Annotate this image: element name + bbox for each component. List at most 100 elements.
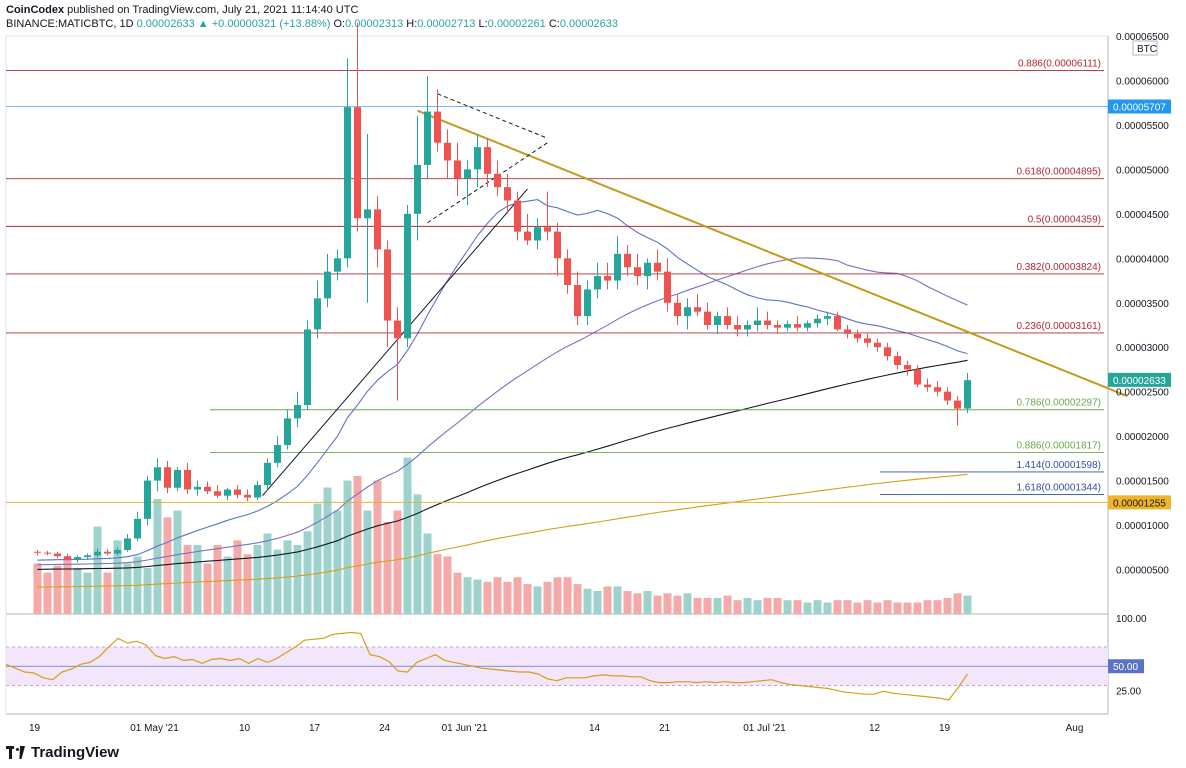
price-badge-label: 0.00001255 xyxy=(1113,498,1166,509)
candle-body xyxy=(434,111,441,143)
unit-badge xyxy=(1132,40,1158,56)
volume-bar xyxy=(953,593,962,614)
high-value: 0.00002713 xyxy=(417,18,476,30)
candle-body xyxy=(394,320,401,339)
candle-series xyxy=(34,22,971,563)
volume-bar xyxy=(213,545,222,614)
candle-body xyxy=(764,320,771,325)
ascending-trendline xyxy=(262,188,528,497)
volume-bar xyxy=(443,556,452,614)
volume-bar xyxy=(273,549,282,614)
candle-body xyxy=(774,325,781,328)
rsi-badge xyxy=(1108,659,1144,674)
volume-bar xyxy=(33,563,42,614)
price-tick-label: 0.00001000 xyxy=(1116,521,1169,532)
rsi-badge-label: 50.00 xyxy=(1113,662,1138,673)
open-value: 0.00002313 xyxy=(345,18,404,30)
candle-body xyxy=(814,318,821,324)
candle-body xyxy=(244,494,251,498)
volume-bar xyxy=(823,602,832,614)
candle-body xyxy=(174,469,181,488)
publisher-name[interactable]: CoinCodex xyxy=(6,4,65,16)
volume-bar xyxy=(763,597,772,614)
candle-body xyxy=(504,187,511,201)
candle-body xyxy=(794,324,801,328)
volume-bar xyxy=(183,545,192,614)
volume-bar xyxy=(243,554,252,614)
volume-bar xyxy=(913,602,922,614)
candle-body xyxy=(264,462,271,486)
volume-bar xyxy=(163,517,172,614)
candle-body xyxy=(94,551,101,556)
volume-bar xyxy=(413,494,422,614)
candle-body xyxy=(54,553,61,557)
candle-body xyxy=(334,258,341,272)
volume-bar xyxy=(473,579,482,614)
ma100-line xyxy=(37,359,968,570)
volume-bar xyxy=(293,545,302,614)
volume-bar xyxy=(523,584,532,614)
volume-bar xyxy=(563,577,572,614)
candle-body xyxy=(714,316,721,325)
fib-level-label: 1.618(0.00001344) xyxy=(1016,482,1101,493)
price-badge xyxy=(1108,495,1171,510)
price-change: ▲ +0.00000321 (+13.88%) xyxy=(197,18,331,30)
price-badge xyxy=(1108,99,1171,114)
volume-bar xyxy=(963,595,972,614)
volume-bar xyxy=(593,591,602,614)
candle-body xyxy=(34,551,41,553)
volume-bar xyxy=(803,602,812,614)
candle-body xyxy=(734,325,741,330)
descending-trendline xyxy=(417,109,1128,398)
volume-bar xyxy=(153,499,162,614)
candle-body xyxy=(544,227,551,232)
candle-body xyxy=(804,323,811,328)
candle-body xyxy=(164,467,171,488)
price-badge-label: 0.00002633 xyxy=(1113,376,1166,387)
candle-body xyxy=(254,485,261,498)
candle-body xyxy=(314,298,321,330)
volume-bar xyxy=(863,600,872,614)
volume-bar xyxy=(753,600,762,614)
volume-bar xyxy=(533,586,542,614)
candle-body xyxy=(924,384,931,388)
ohlc-legend: BINANCE:MATICBTC, 1D 0.00002633 ▲ +0.000… xyxy=(6,18,618,30)
candle-body xyxy=(694,307,701,312)
candle-body xyxy=(184,469,191,490)
volume-bar xyxy=(123,563,132,614)
volume-bar xyxy=(143,568,152,614)
candle-body xyxy=(124,538,131,550)
candle-body xyxy=(464,169,471,179)
volume-bar xyxy=(713,597,722,614)
volume-bar xyxy=(793,600,802,614)
candle-body xyxy=(914,369,921,385)
candle-body xyxy=(604,276,611,281)
volume-bar xyxy=(743,597,752,614)
price-tick-label: 0.00004000 xyxy=(1116,254,1169,265)
volume-bar xyxy=(623,591,632,614)
candle-body xyxy=(684,307,691,317)
volume-bar xyxy=(843,600,852,614)
candle-body xyxy=(324,271,331,299)
volume-bar xyxy=(553,577,562,614)
volume-bar xyxy=(343,480,352,614)
low-value: 0.00002261 xyxy=(487,18,546,30)
price-tick-label: 0.00002000 xyxy=(1116,432,1169,443)
fib-level-label: 0.236(0.00003161) xyxy=(1016,321,1101,332)
volume-bar xyxy=(773,597,782,614)
published-text: published on TradingView.com, July 21, 2… xyxy=(67,4,359,16)
volume-bar xyxy=(323,487,332,614)
candle-body xyxy=(564,258,571,285)
candle-body xyxy=(744,325,751,330)
candle-body xyxy=(594,276,601,290)
volume-bar xyxy=(673,595,682,614)
high-label: H: xyxy=(406,18,418,30)
symbol-label[interactable]: BINANCE:MATICBTC, 1D xyxy=(6,18,134,30)
volume-bar xyxy=(53,565,62,614)
volume-bar xyxy=(943,597,952,614)
last-price: 0.00002633 xyxy=(136,18,195,30)
volume-bar xyxy=(633,593,642,614)
time-tick-label: 24 xyxy=(379,723,391,734)
tradingview-logo[interactable]: TradingView xyxy=(6,744,119,761)
